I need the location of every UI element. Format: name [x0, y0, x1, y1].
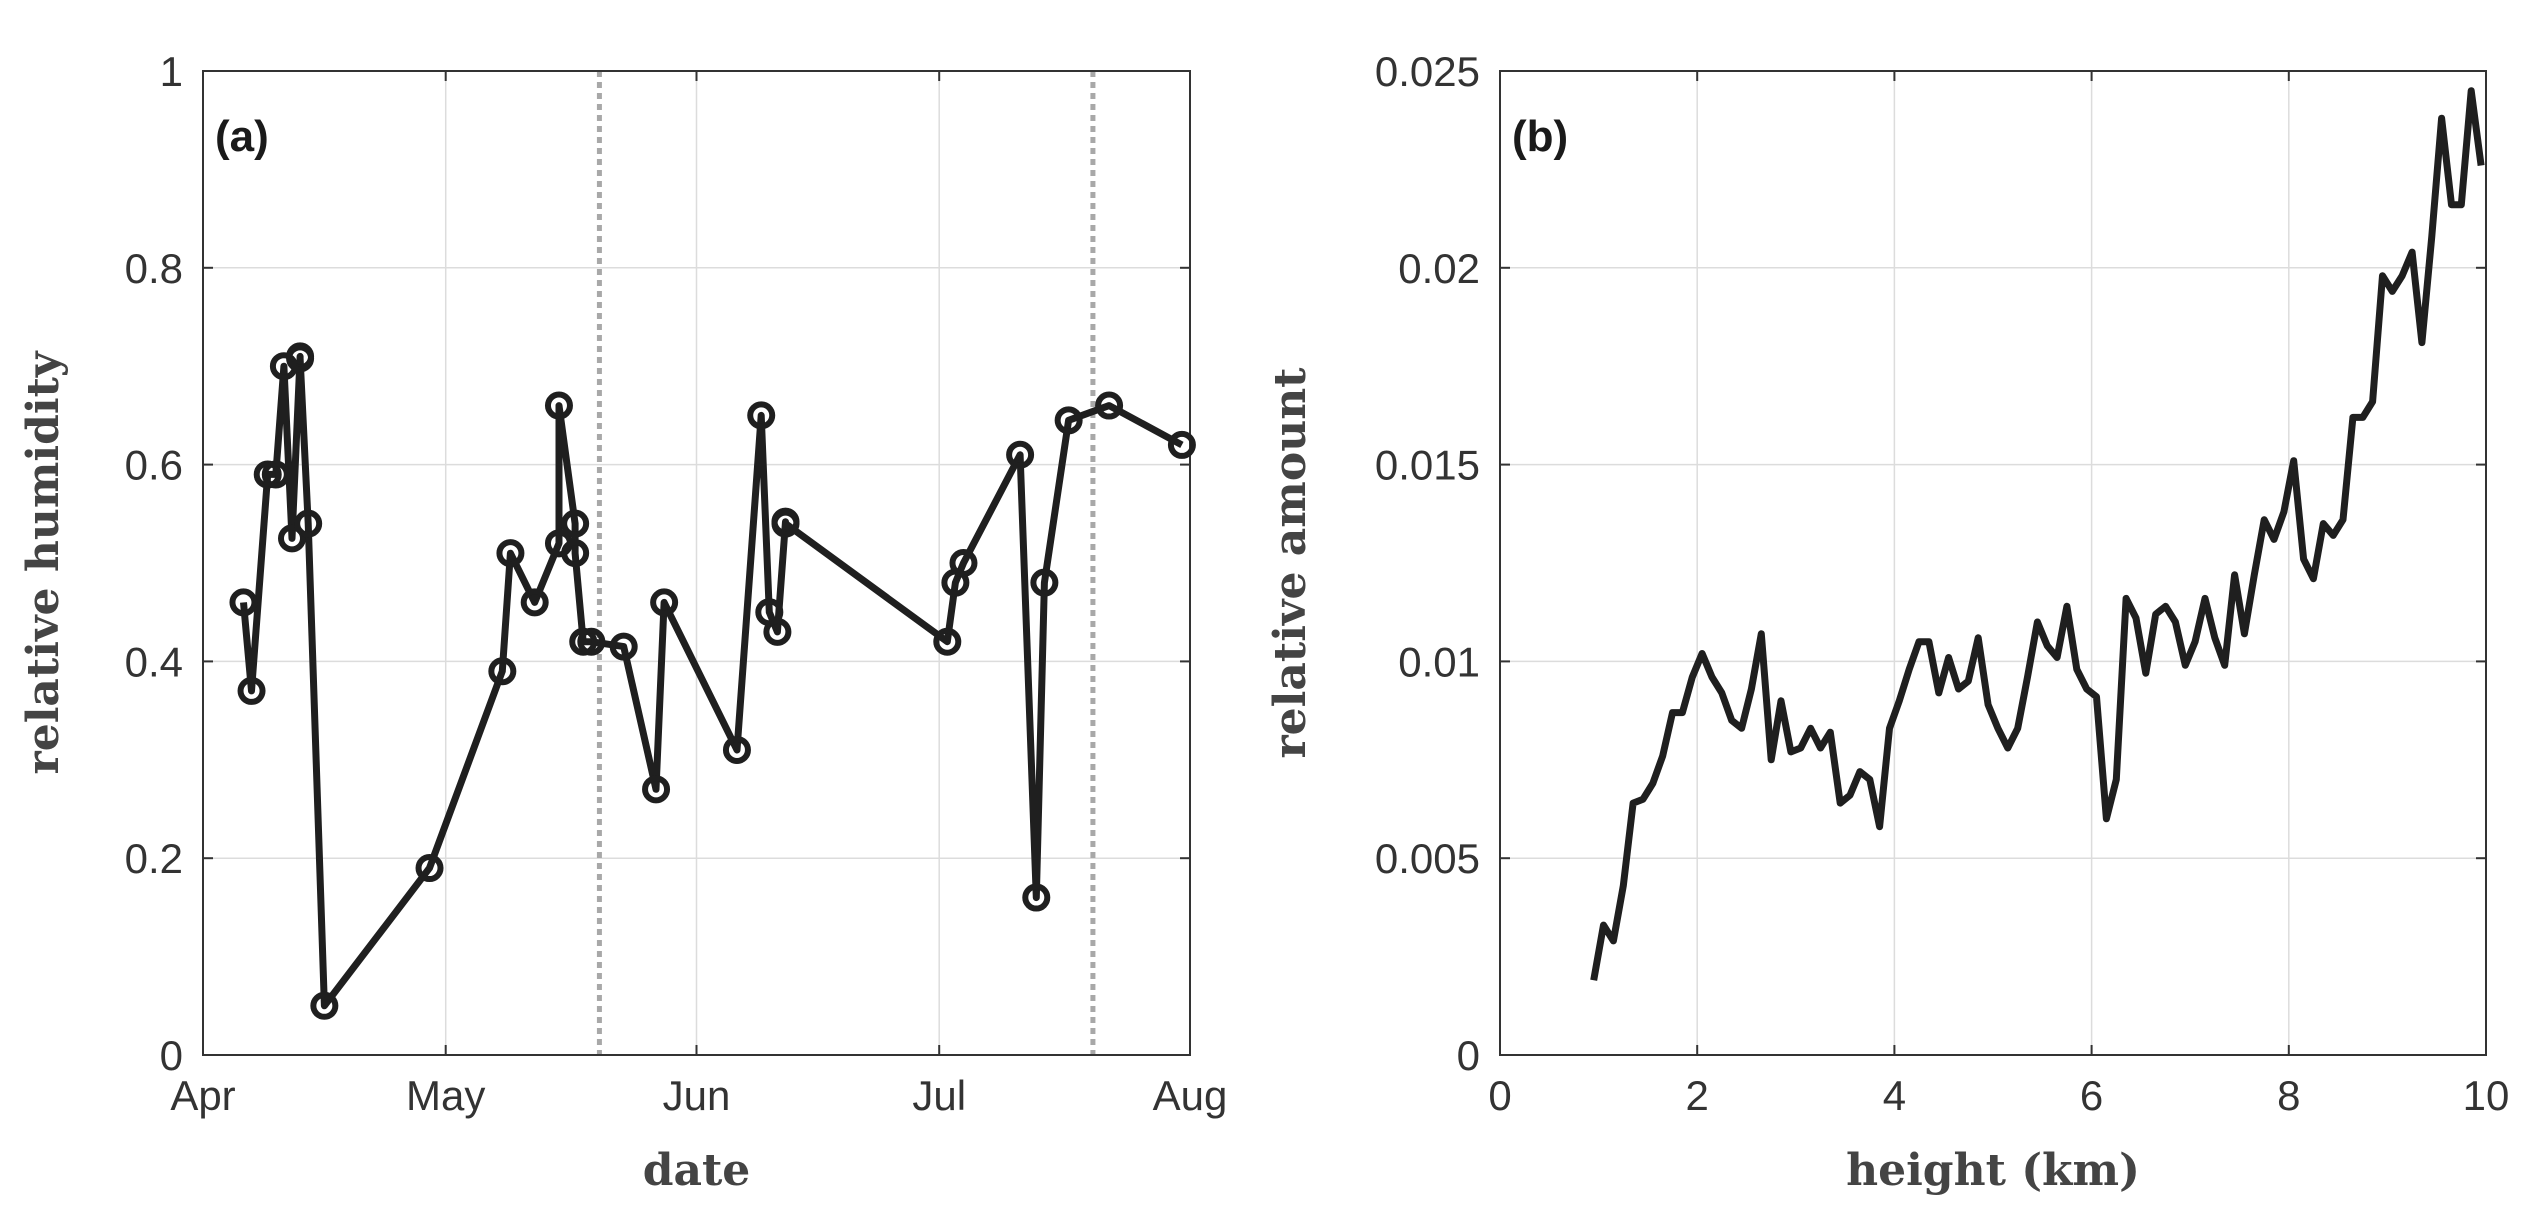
data-point — [722, 735, 751, 764]
data-point — [1054, 406, 1083, 435]
data-point — [277, 524, 306, 553]
y-tick-label: 0.015 — [1375, 442, 1480, 489]
data-point — [561, 509, 590, 538]
data-point — [286, 344, 315, 373]
x-tick-label: 10 — [2463, 1072, 2510, 1119]
panel-a-humidity-chart: 0 0.2 0.4 0.6 0.8 1 Apr May Jun Jul Aug (a) date r… — [18, 48, 1227, 1196]
data-point — [544, 391, 573, 420]
data-point — [1095, 391, 1124, 420]
x-tick-label: May — [406, 1072, 485, 1119]
x-tick-label: 8 — [2277, 1072, 2300, 1119]
y-tick-label: 0.4 — [125, 638, 183, 685]
panel-a-label: (a) — [215, 112, 269, 161]
panel-a-x-axis-title: date — [643, 1145, 751, 1196]
data-point — [949, 549, 978, 577]
y-tick-label: 0 — [1457, 1032, 1480, 1079]
y-tick-label: 0.005 — [1375, 835, 1480, 882]
y-tick-label: 0.02 — [1398, 245, 1480, 292]
panel-b-amount-chart: 0 0.005 0.01 0.015 0.02 0.025 0 2 4 6 8 10 (b) heig… — [1265, 48, 2509, 1196]
data-point — [229, 588, 258, 617]
x-tick-label: Apr — [170, 1072, 235, 1119]
amount-series-line — [1590, 87, 2485, 981]
data-point — [496, 539, 525, 568]
data-point — [933, 627, 962, 656]
data-point — [650, 588, 679, 617]
x-tick-label: Aug — [1153, 1072, 1228, 1119]
panel-a-y-axis-title: relative humidity — [18, 350, 69, 774]
x-tick-label: 4 — [1883, 1072, 1906, 1119]
y-tick-label: 0.01 — [1398, 638, 1480, 685]
panel-b-ticks: 0 0.005 0.01 0.015 0.02 0.025 0 2 4 6 8 10 — [1375, 48, 2509, 1119]
data-point — [561, 539, 590, 568]
y-tick-label: 0.025 — [1375, 48, 1480, 95]
data-point — [771, 509, 800, 538]
y-tick-label: 1 — [160, 48, 183, 95]
panel-b-series — [1590, 87, 2485, 981]
y-tick-label: 0.8 — [125, 245, 183, 292]
x-tick-label: Jun — [663, 1072, 731, 1119]
data-point — [1167, 430, 1196, 459]
panel-a-reference-lines — [596, 71, 1096, 1055]
panel-b-y-axis-title: relative amount — [1265, 367, 1316, 759]
data-point — [294, 509, 323, 538]
x-tick-label: 0 — [1488, 1072, 1511, 1119]
panel-a-grid — [203, 71, 1190, 1055]
data-point — [747, 401, 776, 430]
panel-b-grid — [1500, 71, 2486, 1055]
panel-b-label: (b) — [1512, 112, 1568, 161]
panel-a-ticks: 0 0.2 0.4 0.6 0.8 1 Apr May Jun Jul Aug — [125, 48, 1228, 1119]
data-point — [763, 617, 792, 646]
x-tick-label: 2 — [1686, 1072, 1709, 1119]
panel-a-series — [229, 342, 1196, 1020]
data-point — [642, 775, 671, 804]
data-point — [488, 657, 517, 686]
data-point — [520, 588, 549, 617]
humidity-series-line — [240, 352, 1184, 1010]
panel-b-x-axis-title: height (km) — [1846, 1145, 2140, 1196]
data-point — [1022, 883, 1051, 912]
data-point — [310, 991, 339, 1020]
y-tick-label: 0 — [160, 1032, 183, 1079]
panel-b-axes-box — [1499, 70, 2487, 1056]
x-tick-label: Jul — [912, 1072, 966, 1119]
data-point — [415, 854, 444, 883]
y-tick-label: 0.2 — [125, 835, 183, 882]
x-tick-label: 6 — [2080, 1072, 2103, 1119]
data-point — [609, 632, 638, 661]
data-point — [1006, 440, 1035, 469]
data-point — [237, 676, 266, 705]
y-tick-label: 0.6 — [125, 442, 183, 489]
data-point — [577, 627, 606, 656]
data-point — [261, 460, 290, 489]
data-point — [1030, 568, 1059, 597]
